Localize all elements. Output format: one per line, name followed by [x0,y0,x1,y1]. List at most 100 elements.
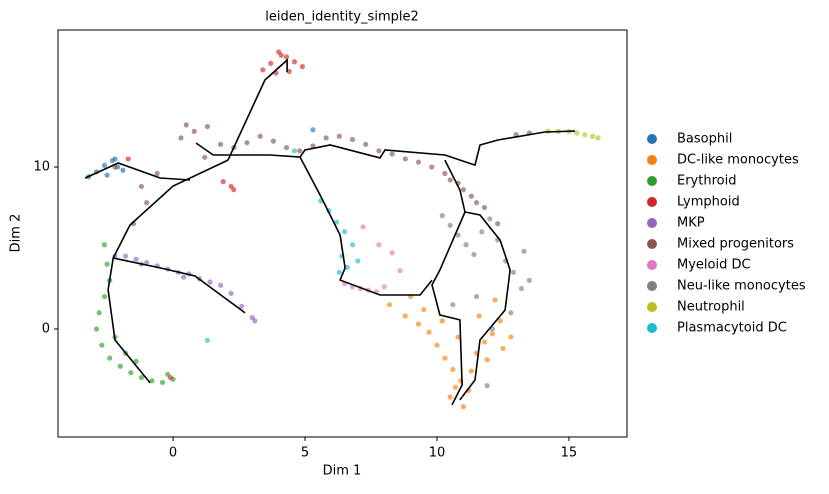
point [112,156,118,162]
legend-label: Erythroid [677,174,736,189]
point [278,52,284,58]
point [291,59,298,65]
point [283,54,290,60]
point [479,229,485,235]
point [101,162,108,168]
legend-marker [647,323,657,333]
point [217,282,224,288]
point [376,148,382,154]
point [260,67,266,73]
point [183,122,189,128]
point [434,342,440,348]
point [204,337,210,343]
point [495,221,501,227]
point [99,342,105,348]
point [159,379,166,386]
point [463,242,469,248]
point [297,148,303,154]
point [228,290,234,296]
point [421,306,427,313]
point [460,187,466,193]
legend-marker [647,176,657,186]
chart-title: leiden_identity_simple2 [265,10,419,25]
point [334,219,340,225]
point [257,133,263,139]
point [510,269,517,275]
point [310,143,316,149]
point [342,229,348,235]
point [476,313,482,319]
point [415,321,422,327]
point [526,277,532,283]
point [120,167,126,173]
point [133,256,139,262]
point [455,334,461,340]
point [217,141,224,147]
point [178,135,184,141]
legend-marker [647,155,657,165]
plot-area [84,49,601,410]
point [402,313,408,319]
point [468,193,474,199]
point [104,261,110,267]
point [447,177,453,183]
point [149,378,155,384]
x-tick-label: 5 [301,446,309,461]
point [473,293,480,300]
point [484,357,490,363]
point [360,224,366,230]
point [252,318,258,324]
legend-label: Neu-like monocytes [677,279,806,294]
point [426,329,432,335]
point [349,136,356,143]
point [363,141,369,147]
point [138,183,144,190]
legend-label: Mixed progenitors [677,237,794,252]
axes-frame [57,29,628,438]
point [104,172,110,178]
point [484,383,490,389]
point [207,279,213,285]
point [202,154,208,160]
point [154,170,160,177]
point [125,156,131,162]
point [473,200,480,206]
point [489,331,496,337]
point [355,258,361,264]
point [381,284,387,290]
point [107,355,113,361]
point [244,140,250,146]
point [231,187,237,193]
point [191,128,197,134]
point [291,148,298,154]
point [144,200,150,206]
point [349,242,356,248]
point [497,318,503,324]
point [487,216,493,222]
point [389,151,395,157]
point [481,204,488,211]
point [128,370,134,376]
legend-marker [647,239,657,249]
point [239,303,245,309]
y-axis-label: Dim 2 [9,214,24,253]
legend-label: Plasmacytoid DC [677,321,787,336]
point [447,394,453,400]
point [471,251,477,258]
y-tick-label: 0 [42,321,50,336]
point [402,156,408,162]
point [397,268,403,274]
point [270,138,276,144]
point [268,60,274,66]
point [500,345,506,352]
point [439,213,445,219]
point [415,159,422,165]
point [442,355,448,361]
legend-marker [647,218,657,228]
legend-label: DC-like monocytes [677,153,799,168]
point [133,358,139,364]
point [582,132,588,138]
x-tick-label: 15 [561,446,578,461]
point [220,178,226,185]
